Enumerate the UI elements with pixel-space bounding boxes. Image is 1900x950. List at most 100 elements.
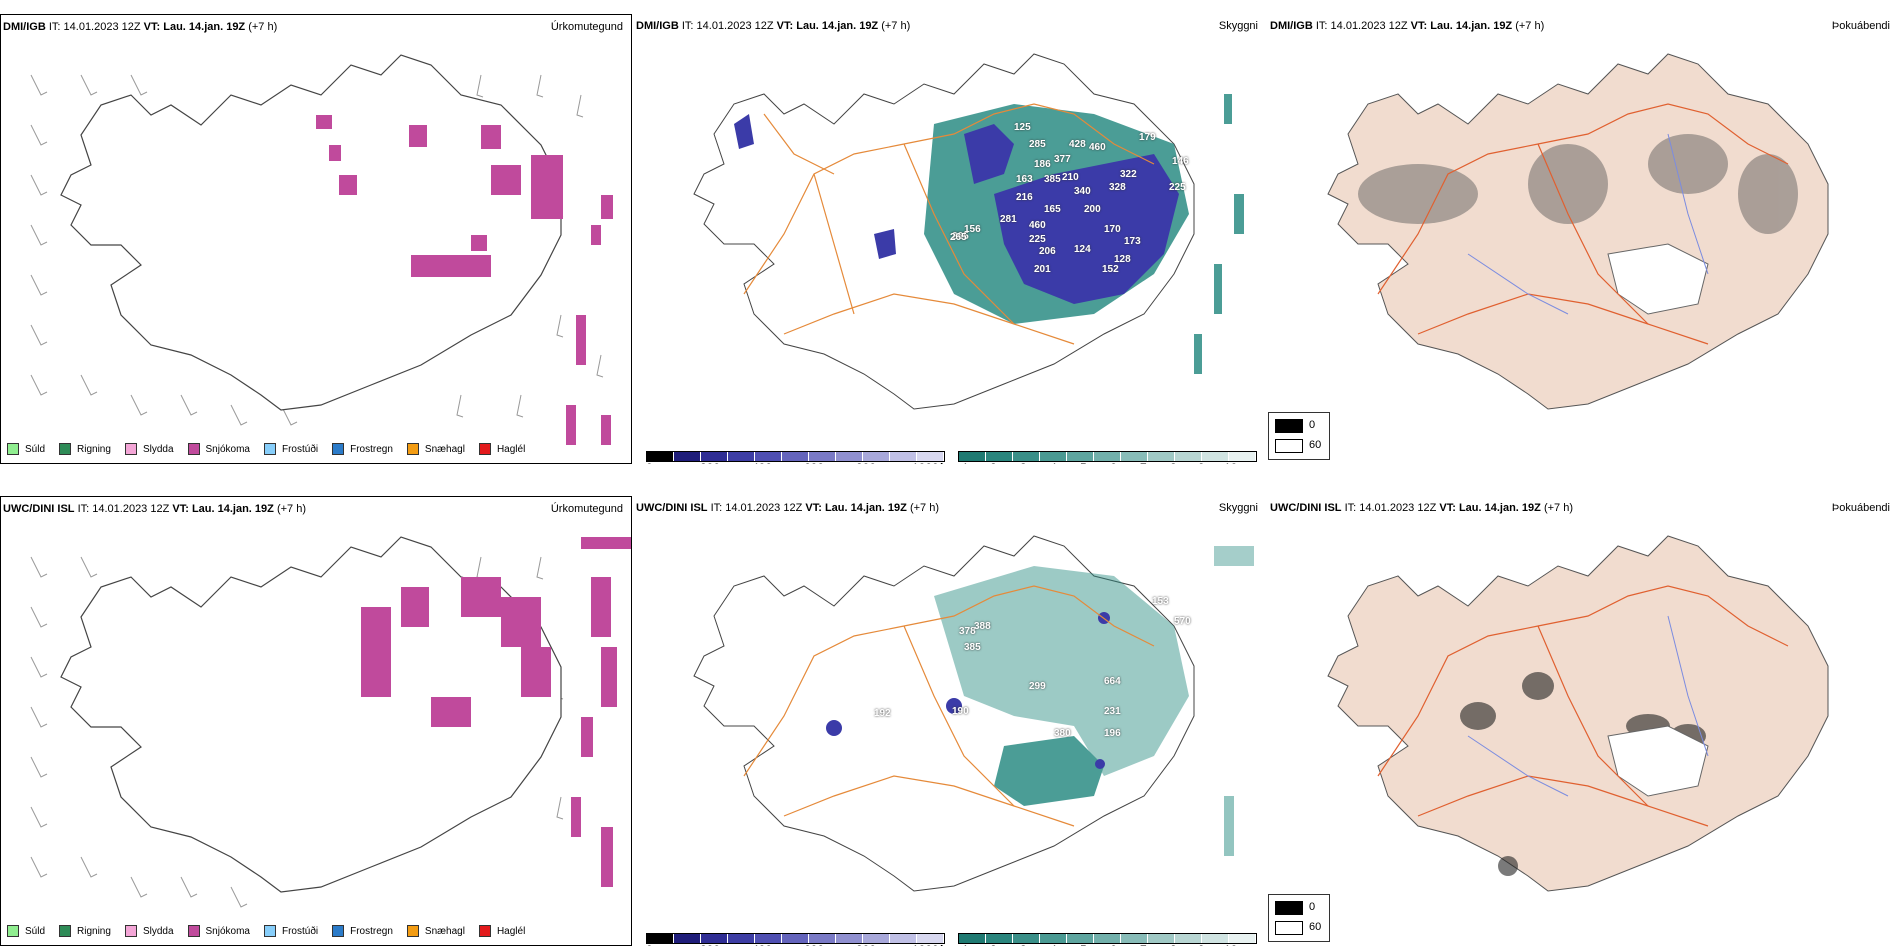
colorbar-cell — [1229, 934, 1256, 943]
colorbar-cell — [836, 452, 863, 461]
row1-ceiling-header: DMI/IGB IT: 14.01.2023 12Z VT: Lau. 14.j… — [636, 20, 1258, 32]
rivers — [1467, 133, 1709, 315]
colorbar-cell — [959, 452, 986, 461]
colorbar-cell — [674, 452, 701, 461]
colorbar-cell — [755, 934, 782, 943]
colorbar-cell — [782, 452, 809, 461]
colorbar-cell — [917, 452, 944, 461]
it-label: IT: — [48, 21, 61, 33]
ceiling-tick: 0 — [646, 461, 653, 464]
colorbar-cell — [782, 934, 809, 943]
colorbar-cell — [1094, 934, 1121, 943]
vt-value: Lau. 14.jan. 19Z — [163, 21, 246, 33]
panel-type-label: Þokuábendi — [1831, 20, 1890, 32]
colorbar-cell — [1040, 934, 1067, 943]
legend-item-sleet: Slydda — [124, 443, 174, 455]
panel-type-label: Þokuábendi — [1831, 502, 1890, 514]
legend-item-freezing-drizzle: Frostúði — [263, 443, 318, 455]
ceiling-tick: 200 — [700, 461, 720, 464]
precip-legend: Súld Rigning Slydda Snjókoma Frostúði Fr… — [7, 443, 539, 455]
row2-precip-type-panel: UWC/DINI ISL IT: 14.01.2023 12Z VT: Lau.… — [0, 496, 632, 946]
visibility-unit: km — [940, 461, 957, 464]
fog-legend-min: 0 — [1309, 419, 1316, 431]
it-value: 14.01.2023 12Z — [63, 21, 141, 33]
row2-fog-map — [1327, 535, 1829, 892]
row1-ceiling-map — [693, 53, 1244, 410]
legend-item-snow-pellets: Snæhagl — [406, 443, 465, 455]
legend-item-snow: Snjókoma — [187, 443, 250, 455]
legend-item-rain: Rigning — [59, 443, 111, 455]
forecast-offset: (+7 h) — [248, 21, 278, 33]
legend-item-drizzle: Súld — [7, 443, 45, 455]
row1-ceiling-panel: DMI/IGB IT: 14.01.2023 12Z VT: Lau. 14.j… — [634, 14, 1266, 464]
colorbar-cell — [674, 934, 701, 943]
panel-type-label: Úrkomutegund — [550, 21, 623, 33]
colorbar-cell — [1067, 934, 1094, 943]
ceiling-tick: 400 — [752, 461, 772, 464]
ceiling-unit: m — [634, 461, 645, 464]
colorbar-cell — [755, 452, 782, 461]
colorbar-cell — [728, 934, 755, 943]
colorbar-cell — [959, 934, 986, 943]
colorbar-cell — [1202, 452, 1229, 461]
fog-legend-max: 60 — [1309, 439, 1322, 451]
colorbar-cell — [1175, 452, 1202, 461]
colorbar-cell — [701, 452, 728, 461]
colorbar-cell — [1013, 452, 1040, 461]
colorbar-cell — [986, 452, 1013, 461]
fog-legend: 0 60 — [1268, 894, 1330, 942]
panel-type-label: Skyggni — [1218, 20, 1258, 32]
colorbar-cell — [986, 934, 1013, 943]
colorbar-cell — [728, 452, 755, 461]
colorbar-cell — [647, 934, 674, 943]
colorbar-cell — [1175, 934, 1202, 943]
row2-ceiling-panel: UWC/DINI ISL IT: 14.01.2023 12Z VT: Lau.… — [634, 496, 1266, 946]
vt-label: VT: — [143, 21, 161, 33]
row2-fog-panel: UWC/DINI ISL IT: 14.01.2023 12Z VT: Lau.… — [1268, 496, 1898, 896]
row2-precip-map — [30, 536, 631, 908]
visibility-colorbar-cells — [958, 451, 1257, 462]
row1-fog-panel: DMI/IGB IT: 14.01.2023 12Z VT: Lau. 14.j… — [1268, 14, 1898, 414]
row2-precip-header: UWC/DINI ISL IT: 14.01.2023 12Z VT: Lau.… — [3, 503, 623, 515]
colorbar-cell — [1013, 934, 1040, 943]
panel-type-label: Skyggni — [1218, 502, 1258, 514]
model-name: DMI/IGB — [3, 21, 46, 33]
road-network — [1377, 103, 1789, 345]
ceiling-tick: 800 — [856, 461, 876, 464]
colorbar-cell — [1121, 934, 1148, 943]
colorbar-cell — [863, 452, 890, 461]
ceiling-colorbar-cells — [646, 451, 945, 462]
fog-legend: 0 60 — [1268, 412, 1330, 460]
ceiling-tick: 600 — [804, 461, 824, 464]
row2-fog-header: UWC/DINI ISL IT: 14.01.2023 12Z VT: Lau.… — [1270, 502, 1890, 514]
snow-patches — [316, 115, 613, 445]
panel-type-label: Úrkomutegund — [550, 503, 623, 515]
snow-patches — [361, 537, 631, 887]
colorbar-cell — [1202, 934, 1229, 943]
iceland-outline — [60, 54, 562, 411]
row1-precip-map — [30, 54, 613, 445]
ceiling-areas — [734, 114, 1179, 304]
colorbar-cell — [1121, 452, 1148, 461]
row1-precip-header: DMI/IGB IT: 14.01.2023 12Z VT: Lau. 14.j… — [3, 21, 627, 37]
colorbar-cell — [1148, 934, 1175, 943]
colorbar-cell — [647, 452, 674, 461]
ceiling-tick: 1000 — [912, 461, 939, 464]
colorbar-cell — [1229, 452, 1256, 461]
colorbar-cell — [863, 934, 890, 943]
colorbar-cell — [1040, 452, 1067, 461]
colorbar-cell — [1094, 452, 1121, 461]
row2-ceiling-map — [693, 535, 1254, 892]
row2-ceiling-header: UWC/DINI ISL IT: 14.01.2023 12Z VT: Lau.… — [636, 502, 1258, 514]
colorbar-cell — [890, 934, 917, 943]
legend-item-hail: Haglél — [478, 443, 525, 455]
colorbar-cell — [809, 452, 836, 461]
row1-fog-map — [1327, 53, 1829, 410]
precip-legend: Súld Rigning Slydda Snjókoma Frostúði Fr… — [7, 925, 539, 937]
colorbar-cell — [836, 934, 863, 943]
fog-shading — [1358, 134, 1798, 234]
road-network — [743, 103, 1155, 345]
legend-item-freezing-rain: Frostregn — [332, 443, 393, 455]
colorbar-cell — [890, 452, 917, 461]
colorbar-cell — [917, 934, 944, 943]
